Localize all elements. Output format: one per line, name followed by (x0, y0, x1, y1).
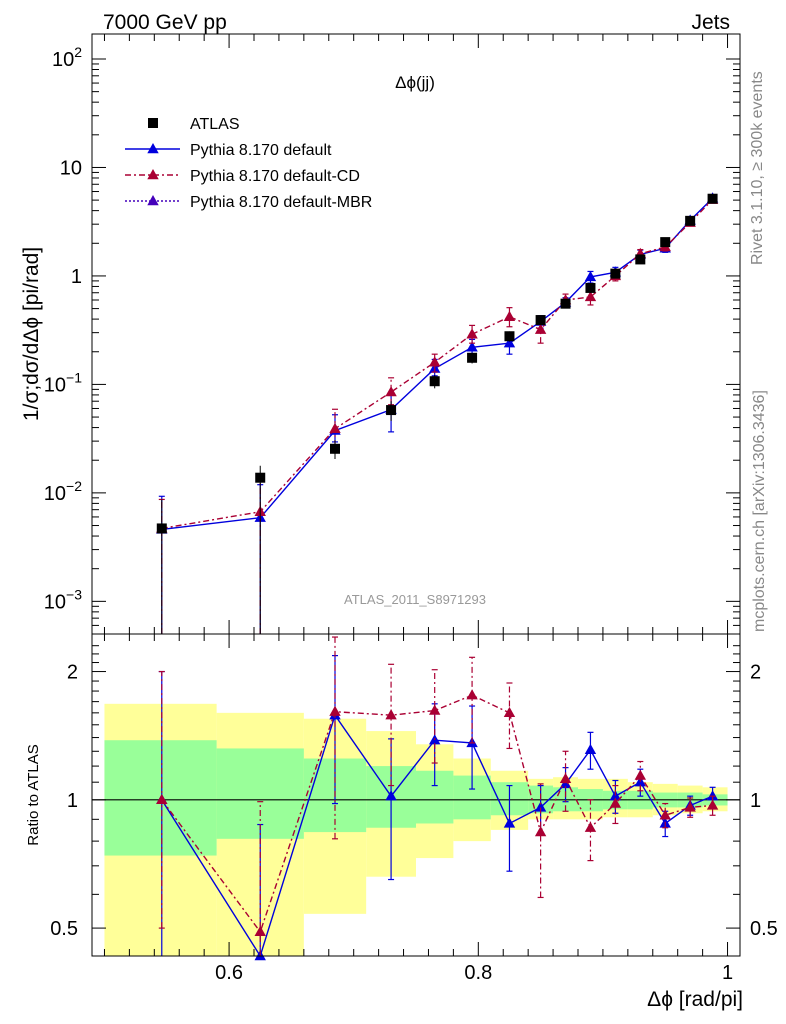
data-point (610, 268, 621, 279)
ratio-y-ticks: 0.5 0.5 1 1 2 2 (50, 645, 778, 940)
ratio-marker (503, 706, 516, 718)
legend-marker (147, 169, 159, 180)
data-point (560, 298, 571, 309)
rivet-version-label: Rivet 3.1.10, ≥ 300k events (749, 71, 766, 265)
green-band (216, 748, 304, 839)
ratio-series-1 (156, 636, 719, 956)
ratio-y-axis-label: Ratio to ATLAS (25, 744, 42, 845)
legend-label: Pythia 8.170 default-CD (190, 168, 360, 185)
main-marker (503, 310, 516, 322)
legend-label: Pythia 8.170 default (190, 142, 332, 159)
ratio-plot-area (92, 636, 740, 961)
main-y-tick-label: 10 (60, 157, 82, 179)
data-point (635, 254, 646, 265)
ratio-y-tick-label-right: 2 (750, 662, 761, 684)
ratio-y-tick-label: 0.5 (50, 918, 78, 940)
legend-label: ATLAS (190, 116, 240, 133)
main-y-tick-label: 10−1 (44, 369, 82, 396)
ratio-marker (385, 709, 397, 720)
data-point (660, 237, 671, 248)
ratio-y-tick-label-right: 0.5 (750, 918, 778, 940)
ratio-marker (466, 689, 478, 700)
legend-marker (147, 143, 159, 154)
ratio-frame (91, 633, 741, 957)
uncertainty-bands (104, 703, 728, 956)
ratio-marker (584, 743, 597, 755)
ratio-marker (659, 809, 671, 820)
header-right: Jets (691, 11, 730, 34)
legend-label: Pythia 8.170 default-MBR (190, 194, 372, 211)
legend: ATLAS Pythia 8.170 default Pythia 8.170 de… (125, 116, 372, 211)
data-point (707, 193, 718, 204)
data-point (429, 376, 440, 387)
ratio-marker (385, 790, 397, 801)
x-tick-label: 0.6 (215, 962, 243, 984)
x-tick-label: 0.8 (464, 962, 492, 984)
ratio-marker (254, 925, 266, 937)
main-marker (329, 422, 341, 433)
ratio-marker (156, 793, 168, 805)
ratio-marker (329, 705, 341, 716)
ratio-marker (609, 797, 622, 808)
source-label: mcplots.cern.ch [arXiv:1306.3436] (751, 390, 768, 632)
main-plot-area (156, 192, 719, 634)
ratio-marker (503, 817, 516, 828)
main-y-tick-label: 10−3 (44, 586, 82, 613)
ratio-marker (559, 772, 572, 784)
main-data-series (156, 193, 718, 634)
header-left: 7000 GeV pp (103, 11, 227, 34)
ratio-marker (706, 790, 719, 801)
ratio-marker (706, 799, 719, 810)
legend-item: ATLAS (148, 116, 240, 133)
data-point (585, 282, 596, 293)
legend-item: Pythia 8.170 default-CD (125, 168, 360, 185)
main-y-tick-label: 102 (52, 44, 82, 71)
main-marker (584, 290, 597, 302)
data-point (685, 215, 696, 226)
ratio-marker (534, 826, 547, 837)
main-y-tick-label: 10−2 (44, 478, 82, 505)
main-marker (428, 356, 441, 367)
legend-marker (148, 118, 158, 128)
main-title: Δϕ(jj) (395, 73, 435, 92)
main-marker (534, 323, 547, 334)
data-point (535, 315, 546, 326)
data-point (504, 331, 515, 342)
main-panel: 10−3 10−2 10−1 1 10 102 Δϕ(jj) ATLAS_2011_S89… (20, 33, 741, 635)
main-y-ticks: 10−3 10−2 10−1 1 10 102 (44, 44, 740, 635)
ratio-marker (634, 769, 647, 780)
ratio-panel: 0.5 0.5 1 1 2 2 0.6 0.8 1 Ratio to ATLAS Δϕ [ra… (25, 34, 778, 1011)
legend-item: Pythia 8.170 default-MBR (125, 194, 372, 211)
data-point (156, 523, 167, 534)
main-y-tick-label: 1 (71, 266, 82, 288)
main-marker (466, 328, 478, 339)
main-marker (385, 386, 397, 397)
data-point (467, 352, 478, 363)
data-point (330, 443, 340, 454)
ratio-marker (428, 704, 441, 715)
x-axis-label: Δϕ [rad/pi] (647, 988, 743, 1011)
main-marker (466, 341, 478, 352)
ratio-marker (534, 801, 547, 812)
analysis-watermark: ATLAS_2011_S8971293 (344, 592, 486, 607)
main-series-2 (156, 193, 719, 634)
legend-item: Pythia 8.170 default (125, 142, 332, 159)
ratio-y-tick-label-right: 1 (750, 790, 761, 812)
ratio-marker (584, 821, 597, 832)
x-tick-label: 1 (722, 962, 733, 984)
data-point (255, 472, 266, 483)
main-marker (503, 337, 516, 348)
x-axis-ticks: 0.6 0.8 1 (103, 34, 733, 984)
ratio-y-tick-label: 2 (67, 662, 78, 684)
legend-marker (147, 195, 159, 206)
data-point (386, 405, 397, 416)
ratio-marker (684, 801, 696, 812)
main-y-axis-label: 1/σ;dσ/dΔϕ [pi/rad] (20, 247, 43, 421)
ratio-y-tick-label: 1 (67, 790, 78, 812)
main-marker (584, 270, 597, 282)
